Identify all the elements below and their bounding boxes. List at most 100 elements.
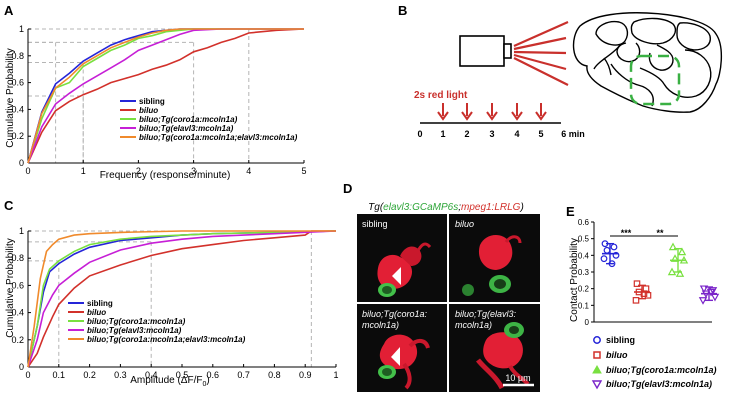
- tile-label-3-0: biluo;Tg(elavl3:: [455, 309, 517, 319]
- c-xtick-label: 0.1: [53, 370, 66, 380]
- e-ytick-label: 0.2: [578, 285, 590, 294]
- e-point-2-5: [675, 269, 685, 277]
- arrowhead-icon-2: [391, 347, 400, 366]
- e-point-3-1: [708, 287, 718, 295]
- e-point-1-3: [644, 292, 652, 299]
- e-point-3-2: [701, 290, 711, 299]
- e-ytick-label: 0.3: [578, 268, 590, 277]
- c-xtick-label: 0.2: [83, 370, 96, 380]
- e-legend-marker-1: [593, 351, 601, 359]
- a-guide-lines: [28, 28, 250, 163]
- panel-letter-d: D: [343, 181, 352, 196]
- a-xtick-label: 1: [81, 166, 86, 176]
- e-point-0-0: [601, 240, 609, 248]
- a-xtick-label: 0: [25, 166, 30, 176]
- e-point-0-3: [612, 251, 620, 259]
- timeline-label-4: 4: [514, 129, 519, 139]
- c-ytick-label: 1: [19, 226, 24, 236]
- stim-arrow-icon-5: [535, 111, 547, 121]
- a-ytick-label: 0.2: [11, 131, 24, 141]
- e-ytick-label: 0.4: [578, 251, 590, 260]
- stim-arrow-icon-4: [511, 111, 523, 121]
- a-axes: 0 1 2 3 4 5 0 0.2 0.4 0.6 0.8 1: [11, 24, 306, 176]
- c-xlabel: Amplitude (ΔF/F0): [130, 375, 210, 388]
- c-ytick-label: 0: [19, 362, 24, 372]
- a-ylabel: Cumulative Probability: [5, 48, 16, 148]
- e-legend-label-2: biluo;Tg(coro1a:mcoln1a): [606, 365, 717, 375]
- e-legend-label-0: sibling: [606, 335, 635, 345]
- a-legend-label-3: biluo;Tg(elavl3:mcoln1a): [139, 124, 234, 133]
- timeline-label-0: 0: [417, 129, 422, 139]
- timeline-label-3: 3: [489, 129, 494, 139]
- a-line-2: [27, 28, 304, 164]
- e-point-3-4: [698, 297, 708, 305]
- e-point-2-4: [667, 267, 677, 276]
- e-legend: sibling biluo biluo;Tg(coro1a:mcoln1a) bilu…: [591, 335, 717, 390]
- stim-arrow-icon-2: [461, 111, 473, 121]
- stimulus-label: 2s red light: [414, 90, 468, 101]
- e-point-1-4: [632, 297, 640, 304]
- a-xtick-label: 2: [136, 166, 141, 176]
- red-light-rays: [513, 20, 569, 86]
- microscopy-panel: Tg(elavl3:GCaMP6s;mpeg1:LRLG): [357, 202, 540, 392]
- a-ytick-label: 0.6: [11, 78, 24, 88]
- c-ytick-label: 0.6: [11, 280, 24, 290]
- a-xtick-label: 3: [191, 166, 196, 176]
- e-ytick-label: 0: [585, 318, 590, 327]
- c-line-2: [27, 230, 337, 368]
- panel-letter-b: B: [398, 3, 407, 18]
- c-xtick-label: 0.5: [176, 370, 189, 380]
- sibling-cells: [377, 242, 432, 297]
- e-point-0-4: [600, 255, 608, 263]
- c-xtick-label: 1: [333, 370, 338, 380]
- tile-label-2-0: biluo;Tg(coro1a:: [362, 309, 428, 319]
- tile-label-2-1: mcoln1a): [362, 320, 399, 330]
- e-sig-label-0: ***: [621, 228, 632, 238]
- c-xtick-label: 0.6: [207, 370, 220, 380]
- e-point-1-5: [640, 290, 648, 297]
- timeline-labels: 0 1 2 3 4 5 6 min: [417, 129, 584, 139]
- biluo-cells: [462, 234, 522, 296]
- c-legend: siblingbiluobiluo;Tg(coro1a:mcoln1a)bilu…: [68, 299, 246, 344]
- arrowhead-icon: [392, 267, 401, 285]
- stimulus-arrows: [437, 103, 547, 121]
- c-ytick-label: 0.8: [11, 253, 24, 263]
- timeline-label-5: 5: [538, 129, 543, 139]
- c-xtick-label: 0.7: [237, 370, 250, 380]
- e-point-0-2: [603, 246, 611, 254]
- c-line-3: [27, 230, 337, 368]
- c-ytick-label: 0.4: [11, 308, 24, 318]
- c-ylabel: Cumulative Probability: [5, 238, 16, 338]
- c-xtick-label: 0.8: [268, 370, 281, 380]
- d-tile-labels: sibling biluobiluo;Tg(coro1a:mcoln1a)bilu…: [362, 219, 517, 330]
- c-xtick-label: 0: [25, 370, 30, 380]
- e-points: [600, 240, 720, 305]
- c-legend-label-2: biluo;Tg(coro1a:mcoln1a): [87, 317, 186, 326]
- a-xlabel: Frequency (response/minute): [100, 170, 231, 181]
- e-significance: *** **: [610, 228, 678, 238]
- a-legend-label-0: sibling: [139, 97, 165, 106]
- stim-arrow-icon-1: [437, 111, 449, 121]
- e-ytick-label: 0.1: [578, 301, 590, 310]
- a-line-1: [27, 28, 305, 164]
- e-point-2-3: [679, 255, 689, 264]
- c-xtick-label: 0.9: [299, 370, 312, 380]
- contact-probability-chart: Contact Probability 00.10.20.30.40.50.6 …: [569, 218, 720, 390]
- a-legend-label-2: biluo;Tg(coro1a:mcoln1a): [139, 115, 238, 124]
- panel-letter-a: A: [4, 3, 14, 18]
- panel-letter-e: E: [566, 204, 575, 219]
- stimulus-schematic: 2s red light 0 1 2 3 4 5 6 min: [414, 12, 722, 139]
- stim-arrow-icon-3: [486, 111, 498, 121]
- e-point-3-3: [710, 293, 720, 302]
- a-legend-label-1: biluo: [139, 106, 158, 115]
- c-legend-label-4: biluo;Tg(coro1a:mcoln1a;elavl3:mcoln1a): [87, 335, 246, 344]
- a-xtick-label: 5: [301, 166, 306, 176]
- tectum-roi-box: [629, 54, 681, 106]
- panel-letter-c: C: [4, 198, 14, 213]
- c-series: [27, 230, 337, 368]
- timeline-label-1: 1: [440, 129, 445, 139]
- larva-head-icon: [572, 12, 722, 113]
- e-sig-label-1: **: [656, 228, 664, 238]
- c-line-4: [27, 230, 336, 368]
